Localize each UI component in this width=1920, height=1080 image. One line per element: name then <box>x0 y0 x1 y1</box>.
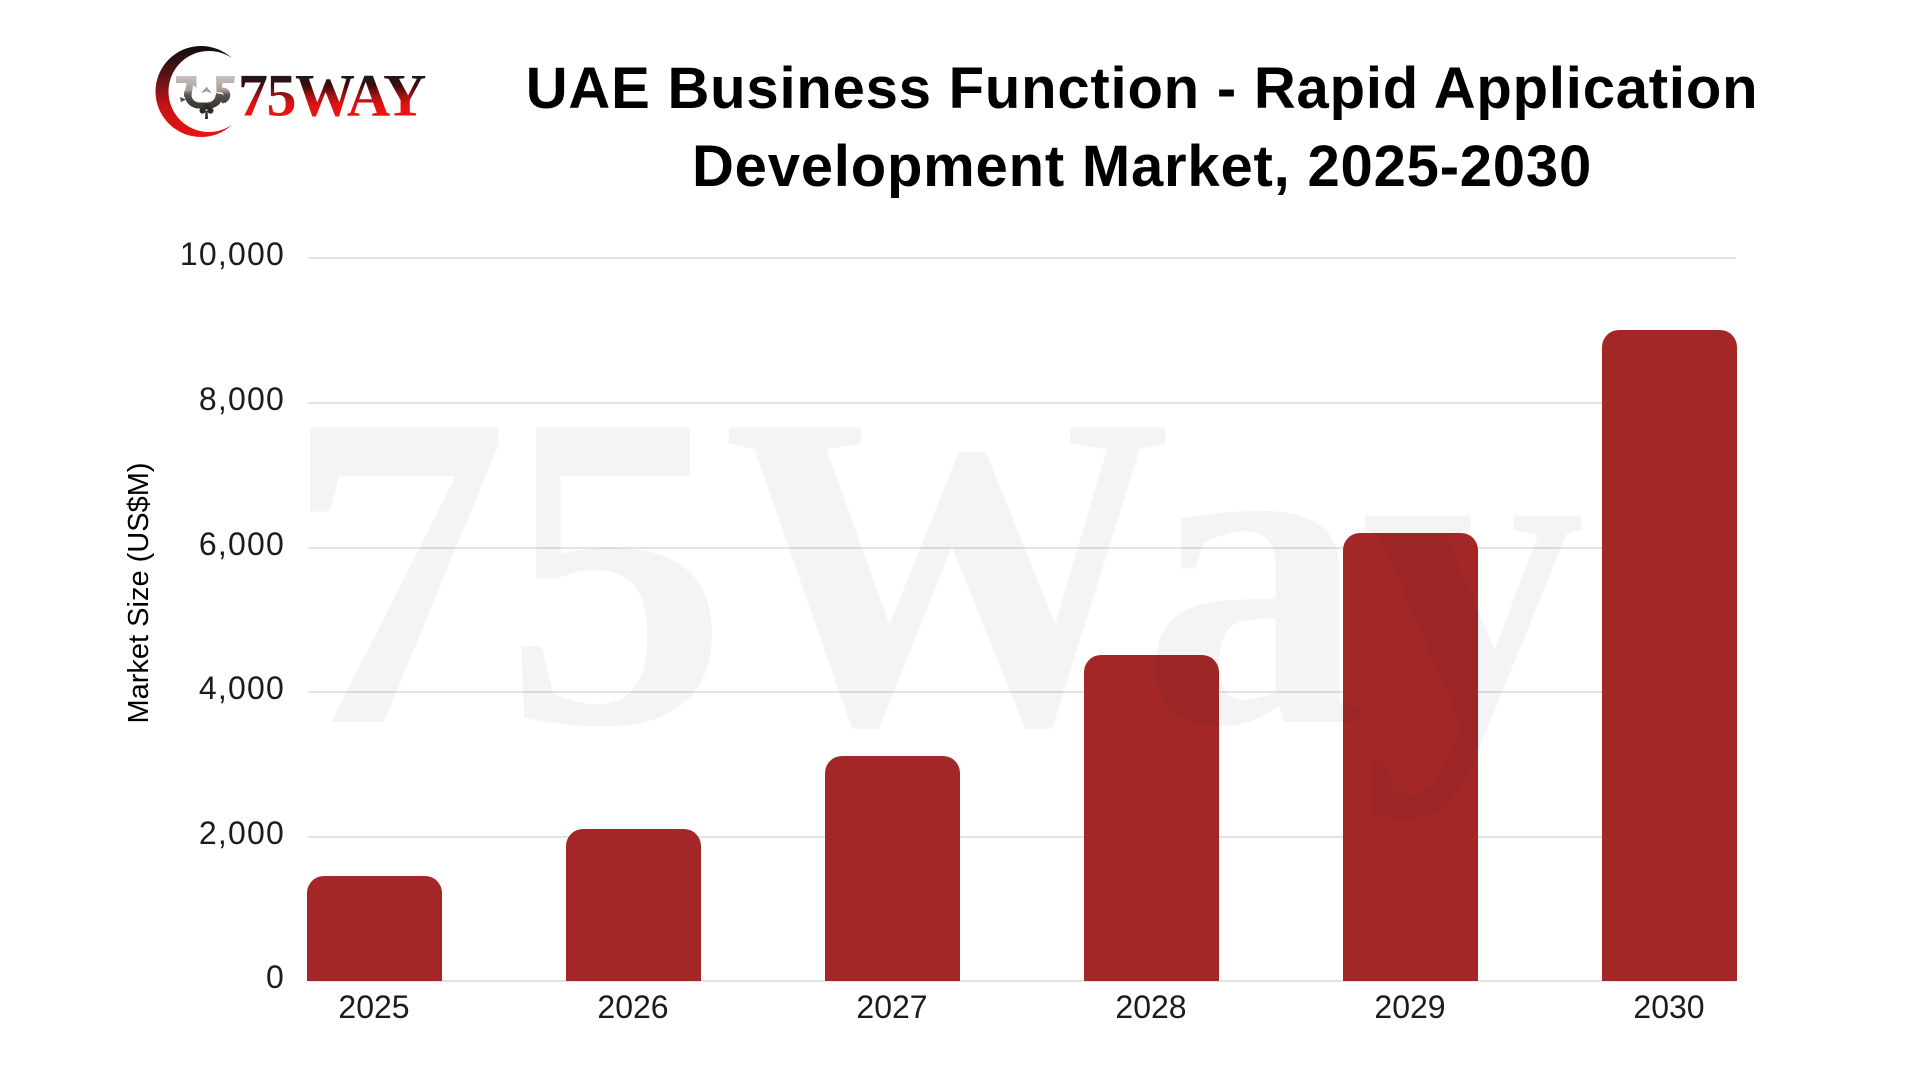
svg-text:75WAY: 75WAY <box>238 63 426 129</box>
